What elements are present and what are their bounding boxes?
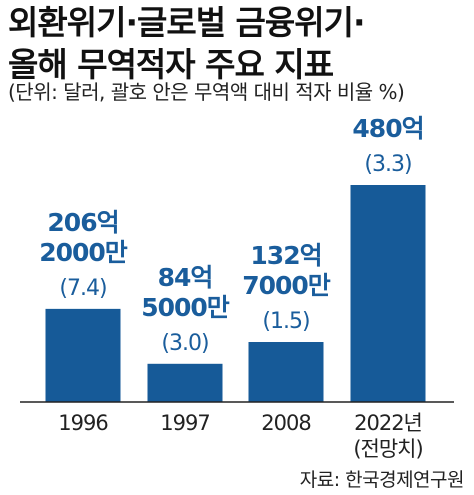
- value-label: 132억: [250, 241, 321, 270]
- value-label: 5000만: [141, 293, 230, 322]
- bars-group: [45, 185, 426, 402]
- title-line-1: 외환위기·글로벌 금융위기·: [8, 3, 366, 42]
- value-label: 2000만: [39, 238, 128, 267]
- chart-title: 외환위기·글로벌 금융위기· 올해 무역적자 주요 지표: [8, 2, 366, 86]
- ratio-label: (3.0): [161, 331, 208, 356]
- unit-note: (단위: 달러, 괄호 안은 무역액 대비 적자 비율 %): [8, 80, 405, 104]
- ratio-label: (1.5): [262, 309, 309, 334]
- ratio-label: (7.4): [59, 276, 106, 301]
- x-tick-sublabel: (전망치): [353, 437, 422, 461]
- value-label: 206억: [47, 208, 118, 237]
- title-line-2: 올해 무역적자 주요 지표: [8, 45, 334, 84]
- bar-2008: [248, 342, 324, 402]
- ratio-label: (3.3): [364, 152, 411, 177]
- x-tick-label: 2022년: [354, 411, 422, 435]
- x-tick-label: 2008: [261, 411, 310, 435]
- bar-1997: [147, 363, 223, 402]
- x-labels-group: 1996 1997 2008 2022년(전망치): [58, 411, 423, 461]
- bar-1996: [45, 308, 121, 402]
- value-label: 84억: [158, 263, 213, 292]
- x-tick-label: 1997: [160, 411, 209, 435]
- x-tick-label: 1996: [58, 411, 108, 435]
- bar-2022년: [350, 185, 426, 402]
- value-label: 480억: [352, 114, 423, 143]
- source-note: 자료: 한국경제연구원: [299, 469, 465, 491]
- value-label: 7000만: [242, 271, 331, 300]
